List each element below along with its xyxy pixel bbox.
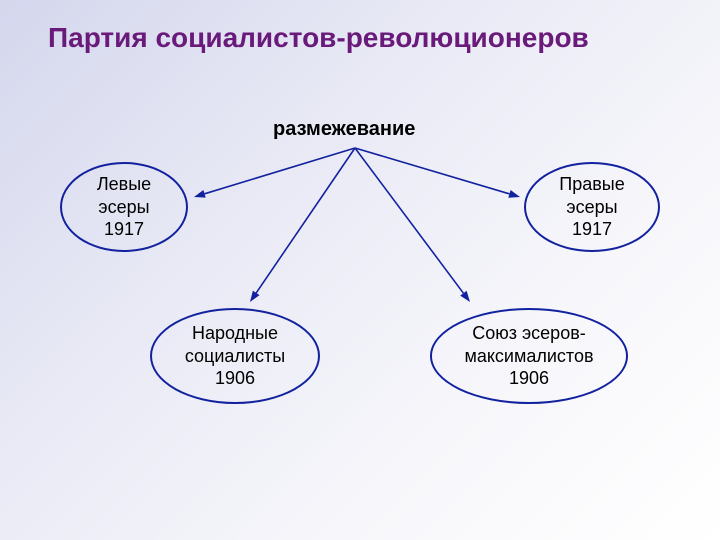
- node-label: Левыеэсеры1917: [97, 173, 151, 241]
- node-left-esery: Левыеэсеры1917: [60, 162, 188, 252]
- node-label: Правыеэсеры1917: [559, 173, 624, 241]
- node-narodnye: Народныесоциалисты1906: [150, 308, 320, 404]
- node-label: Союз эсеров-максималистов1906: [464, 322, 593, 390]
- node-right-esery: Правыеэсеры1917: [524, 162, 660, 252]
- page-title: Партия социалистов-революционеров: [48, 22, 589, 54]
- node-label: Народныесоциалисты1906: [185, 322, 285, 390]
- subtitle: размежевание: [273, 118, 415, 141]
- arrows-layer: [0, 0, 720, 540]
- node-soyuz: Союз эсеров-максималистов1906: [430, 308, 628, 404]
